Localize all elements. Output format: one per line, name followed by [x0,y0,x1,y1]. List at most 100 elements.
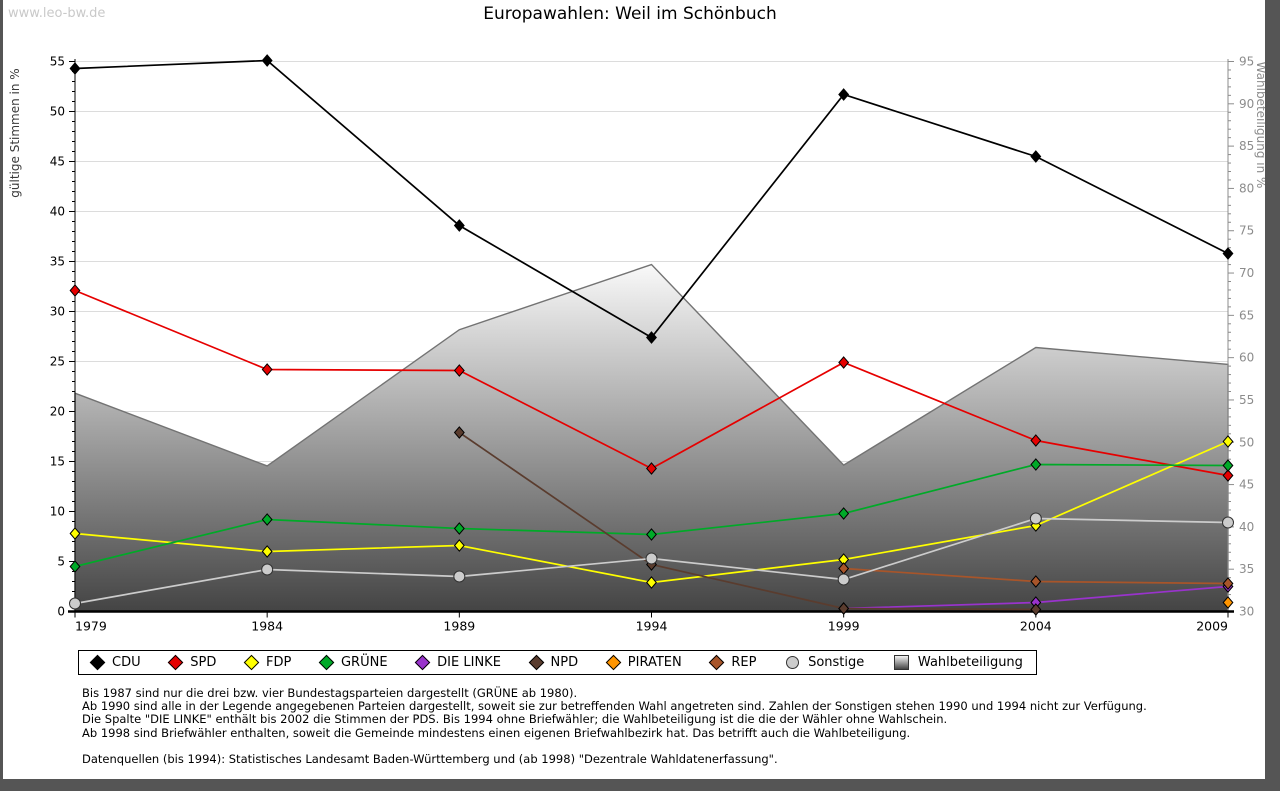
point-cdu-1994 [646,331,657,344]
point-sonstige-1994 [645,552,658,565]
footnotes: Bis 1987 sind nur die drei bzw. vier Bun… [82,686,1147,766]
svg-text:45: 45 [50,155,65,169]
npd-marker-icon [528,654,544,671]
svg-text:55: 55 [1239,393,1254,407]
chart-legend: CDU SPD FDP GRÜNE DIE LINKE NPD PIRATEN REP Sons… [78,650,1037,675]
svg-text:40: 40 [1239,520,1254,534]
point-cdu-1989 [453,219,465,232]
legend-label: Wahlbeteiligung [917,655,1023,670]
svg-text:35: 35 [50,255,65,269]
legend-label: GRÜNE [340,655,388,670]
legend-label: FDP [266,655,292,670]
svg-text:75: 75 [1239,224,1254,238]
svg-text:65: 65 [1239,308,1254,322]
svg-text:10: 10 [50,505,65,519]
legend-label: DIE LINKE [437,655,501,670]
svg-text:2009: 2009 [1196,619,1228,634]
point-sonstige-1989 [453,570,466,583]
piraten-marker-icon [605,654,622,671]
point-grune-1989 [453,522,465,535]
series-sonstige [69,512,1234,610]
svg-text:40: 40 [50,205,65,219]
point-spd-1989 [453,364,465,377]
point-grune-1994 [646,528,657,541]
legend-item-fdp: FDP [243,654,292,671]
page-title: Europawahlen: Weil im Schönbuch [483,4,777,24]
point-grune-1979 [69,560,81,573]
legend-label: PIRATEN [627,655,682,670]
svg-text:1984: 1984 [251,619,283,634]
svg-text:1999: 1999 [828,619,860,634]
svg-text:1994: 1994 [636,619,668,634]
point-spd-2009 [1222,469,1234,482]
svg-text:85: 85 [1239,139,1254,153]
series-grune [69,458,1234,573]
footnote-line: Ab 1998 sind Briefwähler enthalten, sowe… [82,725,911,740]
point-grune-1984 [261,513,273,526]
legend-item-sonstige: Sonstige [786,655,864,670]
rep-marker-icon [709,654,725,671]
svg-text:60: 60 [1239,351,1254,365]
point-fdp-1984 [261,545,273,558]
legend-label: REP [731,655,757,670]
svg-text:20: 20 [50,405,65,419]
source-line: Datenquellen (bis 1994): Statistisches L… [82,751,778,766]
svg-text:90: 90 [1239,97,1254,111]
footnote-line: Ab 1990 sind alle in der Legende angegeb… [82,699,1147,714]
point-cdu-1984 [261,54,273,67]
frame-border-bottom [0,779,1280,791]
point-fdp-1979 [69,527,81,540]
svg-text:70: 70 [1239,266,1254,280]
svg-text:45: 45 [1239,478,1254,492]
point-piraten-2009 [1222,596,1234,609]
svg-text:0: 0 [57,605,65,619]
svg-text:35: 35 [1239,562,1254,576]
point-sonstige-2009 [1222,516,1234,529]
svg-text:95: 95 [1239,55,1254,69]
legend-item-cdu: CDU [89,654,141,671]
legend-item-npd: NPD [528,654,579,671]
point-grune-2004 [1030,458,1042,471]
point-sonstige-1984 [261,563,274,576]
svg-text:15: 15 [50,455,65,469]
series-cdu [69,54,1234,344]
svg-text:1989: 1989 [443,619,475,634]
point-cdu-1999 [838,88,850,101]
legend-item-piraten: PIRATEN [605,654,682,671]
point-sonstige-1999 [837,573,850,586]
grune-marker-icon [318,654,335,671]
cdu-marker-icon [89,654,106,671]
frame-border-right [1265,0,1280,791]
point-cdu-2004 [1030,150,1042,163]
point-spd-1984 [261,363,273,376]
point-spd-1979 [69,284,81,297]
svg-text:25: 25 [50,355,65,369]
point-spd-1994 [646,462,657,475]
legend-label: NPD [550,655,579,670]
legend-item-rep: REP [709,654,757,671]
footnote-line: Die Spalte "DIE LINKE" enthält bis 2002 … [82,712,948,727]
point-npd-1989 [453,426,465,439]
point-fdp-2009 [1222,435,1234,448]
svg-text:5: 5 [57,555,65,569]
point-rep-2009 [1222,577,1234,590]
point-cdu-2009 [1222,247,1234,260]
point-sonstige-1979 [69,597,81,610]
svg-text:55: 55 [50,55,65,69]
point-rep-2004 [1030,575,1042,588]
y-axis-label-left: gültige Stimmen in % [8,68,22,198]
election-line-chart: 0 5 10 15 20 25 30 35 40 45 50 55 30 35 40 45 50 55 60 65 70… [50,54,1254,634]
point-npd-1999 [838,602,850,615]
svg-text:1979: 1979 [75,619,107,634]
series-rep [838,562,1234,590]
frame-border-left [0,0,3,791]
legend-item-grune: GRÜNE [318,654,388,671]
fdp-marker-icon [243,654,260,671]
point-spd-1999 [838,356,850,369]
svg-text:2004: 2004 [1020,619,1052,634]
point-grune-1999 [838,507,850,520]
svg-text:80: 80 [1239,181,1254,195]
die-linke-marker-icon [414,654,431,671]
svg-text:50: 50 [50,105,65,119]
